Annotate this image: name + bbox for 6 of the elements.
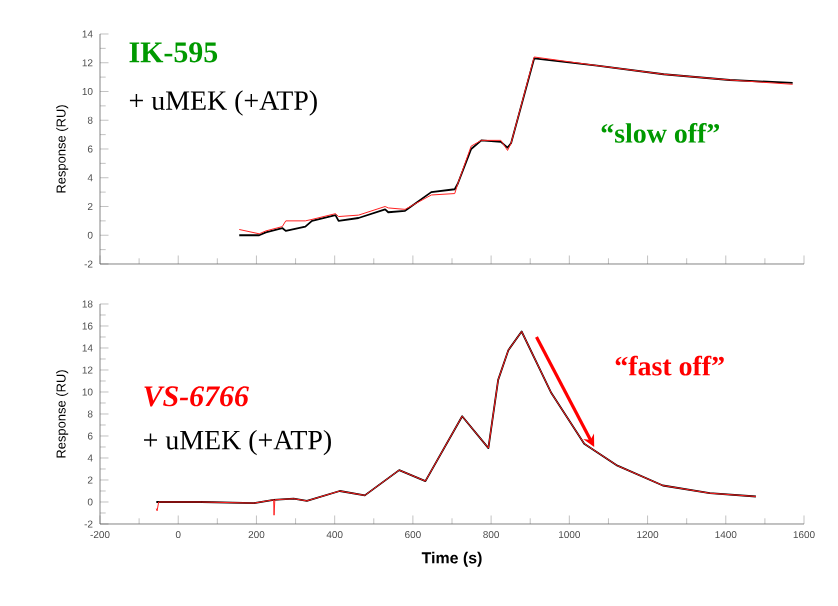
annotation: + uMEK (+ATP)	[129, 90, 317, 116]
annotation: IK-595	[129, 42, 218, 63]
annotation: “fast off”	[615, 355, 724, 376]
annotation: “slow off”	[601, 122, 720, 143]
annotation: + uMEK (+ATP)	[144, 429, 331, 456]
annotation: VS-6766	[144, 386, 249, 407]
